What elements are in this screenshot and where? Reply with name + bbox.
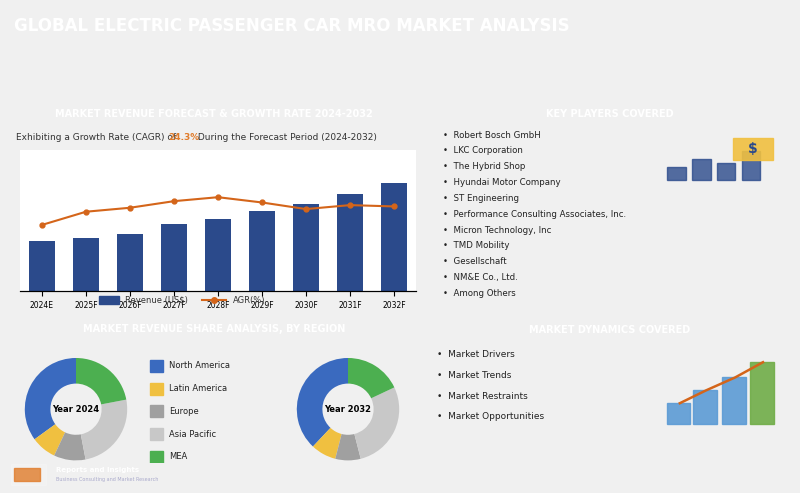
Text: Europe: Europe: [169, 407, 199, 416]
Bar: [693, 390, 717, 424]
Wedge shape: [335, 434, 361, 460]
Bar: [11, 463, 46, 485]
Bar: [161, 224, 187, 291]
Wedge shape: [354, 387, 399, 459]
Bar: [150, 405, 163, 417]
Text: •  Performance Consulting Associates, Inc.: • Performance Consulting Associates, Inc…: [442, 210, 626, 219]
Text: Year 2024: Year 2024: [53, 405, 99, 414]
Wedge shape: [81, 400, 127, 459]
Bar: [117, 234, 143, 291]
Bar: [14, 468, 40, 481]
Bar: [293, 205, 319, 291]
Text: Revenue (US$): Revenue (US$): [126, 296, 188, 305]
Wedge shape: [348, 358, 394, 398]
Text: MEA: MEA: [169, 453, 187, 461]
Wedge shape: [54, 432, 86, 460]
Bar: [150, 428, 163, 440]
Bar: [150, 383, 163, 394]
Text: Business Consulting and Market Research: Business Consulting and Market Research: [56, 477, 158, 483]
Text: •  NM&E Co., Ltd.: • NM&E Co., Ltd.: [442, 273, 518, 282]
Text: •  Market Opportunities: • Market Opportunities: [438, 412, 545, 421]
Text: •  Market Drivers: • Market Drivers: [438, 350, 515, 359]
Text: Year 2032: Year 2032: [325, 405, 371, 414]
Text: Exhibiting a Growth Rate (CAGR) of: Exhibiting a Growth Rate (CAGR) of: [16, 133, 179, 142]
Bar: [29, 241, 55, 291]
Bar: [381, 183, 407, 291]
Text: •  TMD Mobility: • TMD Mobility: [442, 242, 509, 250]
Bar: [667, 168, 686, 180]
Text: •  Micron Technology, Inc: • Micron Technology, Inc: [442, 226, 551, 235]
Text: MARKET DYNAMICS COVERED: MARKET DYNAMICS COVERED: [530, 325, 690, 335]
Text: •  LKC Corporation: • LKC Corporation: [442, 146, 522, 155]
Text: •  Market Restraints: • Market Restraints: [438, 391, 528, 400]
Bar: [742, 151, 760, 180]
Wedge shape: [297, 358, 348, 447]
Wedge shape: [25, 358, 76, 439]
Bar: [150, 451, 163, 463]
Text: During the Forecast Period (2024-2032): During the Forecast Period (2024-2032): [195, 133, 378, 142]
Bar: [337, 194, 363, 291]
Bar: [150, 360, 163, 372]
Text: •  Market Trends: • Market Trends: [438, 371, 512, 380]
Text: KEY PLAYERS COVERED: KEY PLAYERS COVERED: [546, 109, 674, 119]
Bar: [733, 138, 773, 160]
Bar: [98, 296, 119, 304]
Text: Asia Pacific: Asia Pacific: [169, 429, 216, 439]
Bar: [249, 211, 275, 291]
Text: •  Hyundai Motor Company: • Hyundai Motor Company: [442, 178, 560, 187]
Text: AGR(%): AGR(%): [233, 296, 265, 305]
Text: MARKET REVENUE FORECAST & GROWTH RATE 2024-2032: MARKET REVENUE FORECAST & GROWTH RATE 20…: [55, 109, 373, 119]
Bar: [205, 219, 231, 291]
Wedge shape: [34, 424, 65, 456]
Bar: [722, 378, 746, 424]
Text: GLOBAL ELECTRIC PASSENGER CAR MRO MARKET ANALYSIS: GLOBAL ELECTRIC PASSENGER CAR MRO MARKET…: [14, 17, 570, 35]
Text: •  The Hybrid Shop: • The Hybrid Shop: [442, 162, 525, 171]
Text: $: $: [748, 142, 758, 156]
Wedge shape: [313, 428, 342, 459]
Text: •  Gesellschaft: • Gesellschaft: [442, 257, 506, 266]
Text: •  Among Others: • Among Others: [442, 289, 515, 298]
Bar: [666, 403, 690, 424]
Bar: [717, 163, 735, 180]
Bar: [73, 238, 99, 291]
Text: 24.3%: 24.3%: [169, 133, 200, 142]
Bar: [692, 159, 710, 180]
Text: MARKET REVENUE SHARE ANALYSIS, BY REGION: MARKET REVENUE SHARE ANALYSIS, BY REGION: [83, 324, 345, 334]
Wedge shape: [76, 358, 126, 404]
Text: Reports and Insights: Reports and Insights: [56, 467, 139, 473]
Text: •  ST Engineering: • ST Engineering: [442, 194, 518, 203]
Bar: [750, 362, 774, 424]
Text: Latin America: Latin America: [169, 384, 227, 393]
Text: North America: North America: [169, 361, 230, 370]
Text: •  Robert Bosch GmbH: • Robert Bosch GmbH: [442, 131, 540, 140]
